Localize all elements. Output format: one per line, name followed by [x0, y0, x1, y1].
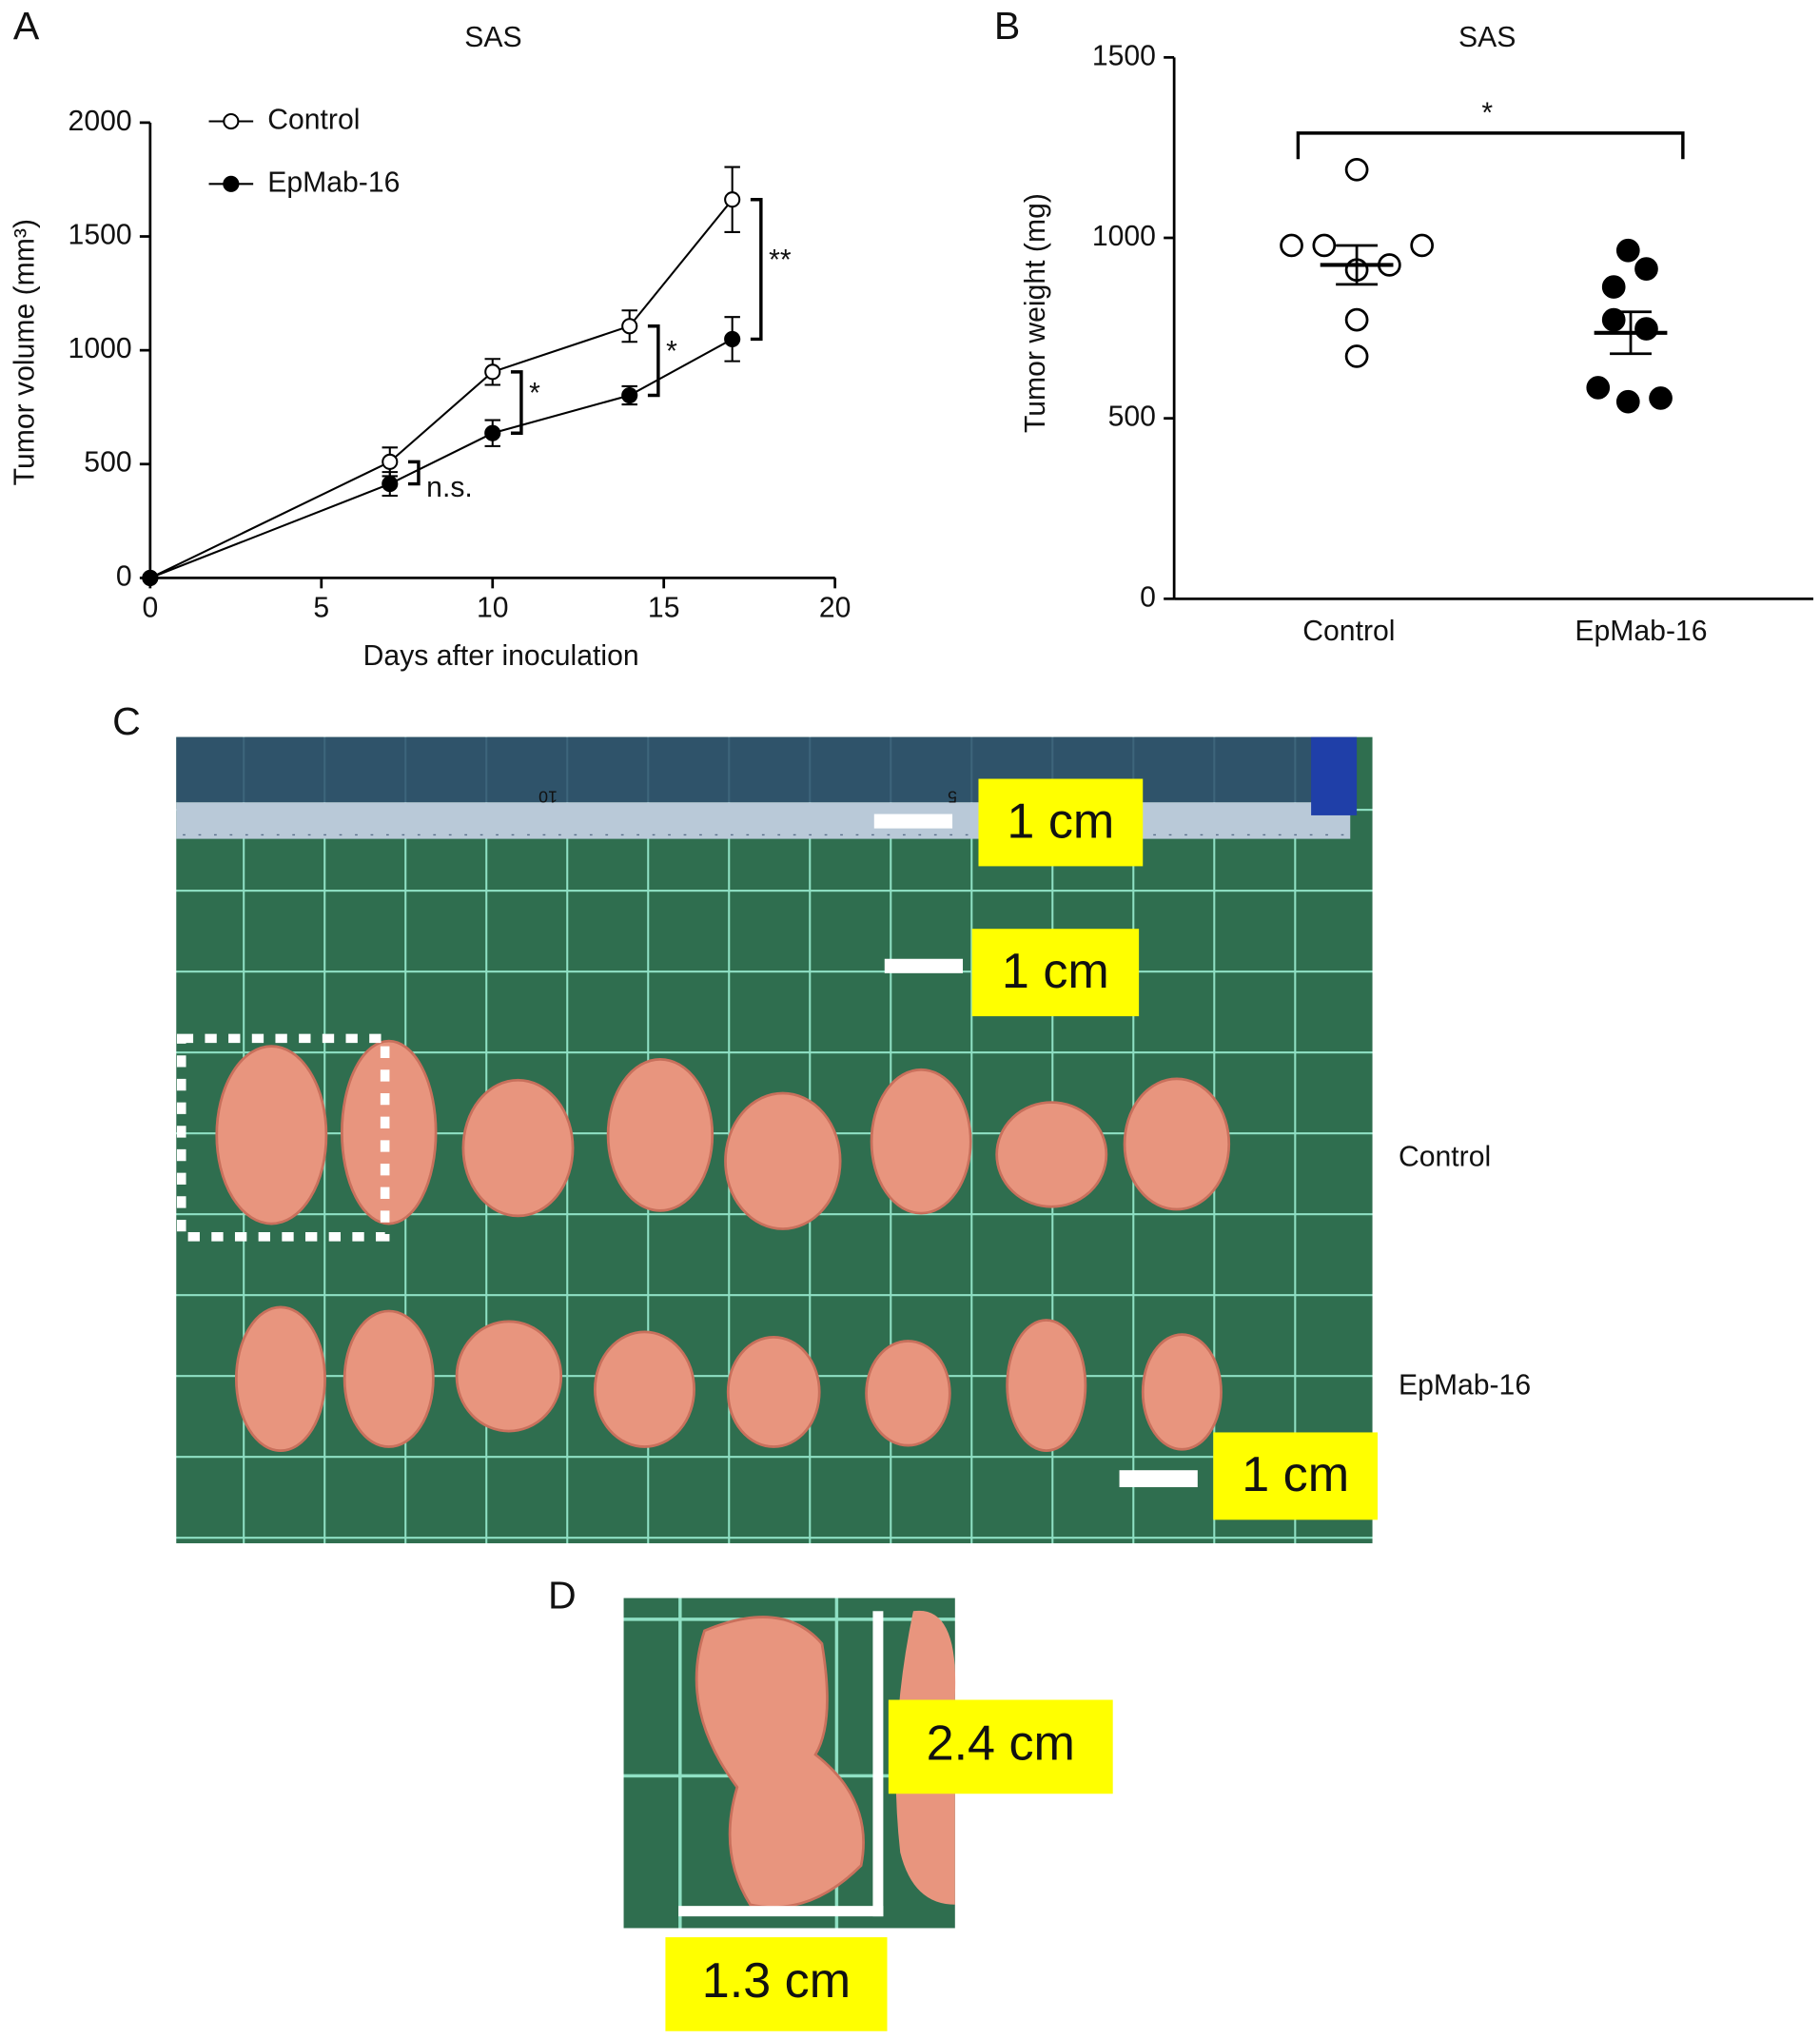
- point: [1615, 389, 1640, 414]
- point: [621, 386, 638, 404]
- annotation: *: [666, 336, 677, 367]
- x-tick-label: 20: [819, 592, 851, 623]
- y-tick-label: 1500: [68, 219, 132, 250]
- point: [724, 330, 741, 347]
- x-tick-label: 10: [477, 592, 509, 623]
- ruler-label: 10: [538, 788, 558, 807]
- legend-label: EpMab-16: [267, 167, 400, 198]
- point: [724, 191, 741, 208]
- ruler-label: 5: [948, 788, 957, 807]
- y-axis-label: Tumor volume (mm³): [10, 219, 41, 485]
- y-axis-label: Tumor weight (mg): [1020, 193, 1051, 433]
- point: [1601, 307, 1626, 332]
- annotation: **: [769, 245, 792, 276]
- legend-marker: [223, 175, 240, 192]
- point: [1634, 317, 1658, 341]
- error-bar: [1336, 244, 1379, 286]
- point: [621, 318, 638, 335]
- panel-label: A: [13, 4, 40, 48]
- point: [1586, 376, 1611, 400]
- y-tick-label: 500: [84, 447, 131, 479]
- point: [1649, 386, 1673, 410]
- size-label: 1.3 cm: [702, 1953, 851, 2009]
- x-tick-label: EpMab-16: [1575, 616, 1707, 647]
- y-tick-label: 2000: [68, 106, 132, 137]
- legend-label: Control: [267, 104, 360, 135]
- point: [1344, 307, 1369, 332]
- point: [1615, 238, 1640, 263]
- point: [382, 476, 399, 493]
- annotation: *: [529, 378, 540, 409]
- series-line: [149, 338, 734, 579]
- series-line: [149, 199, 734, 579]
- panel-label: B: [994, 4, 1020, 48]
- annotation: n.s.: [426, 472, 473, 503]
- annotation: *: [1481, 98, 1493, 129]
- x-tick-label: Control: [1302, 616, 1395, 647]
- scale-label: 1 cm: [1007, 794, 1114, 849]
- point: [1344, 344, 1369, 368]
- scale-label: 1 cm: [1242, 1447, 1349, 1502]
- y-tick-label: 1500: [1092, 40, 1156, 71]
- row-label: Control: [1399, 1141, 1491, 1172]
- point: [1634, 257, 1658, 281]
- y-tick-label: 0: [116, 560, 132, 592]
- point: [142, 569, 159, 586]
- row-label: EpMab-16: [1399, 1369, 1531, 1401]
- y-tick-label: 1000: [1092, 221, 1156, 252]
- significance-bracket: [647, 324, 660, 398]
- panel-label: D: [548, 1573, 577, 1617]
- chart-title: SAS: [1458, 22, 1516, 53]
- x-tick-label: 5: [313, 592, 329, 623]
- point: [1410, 233, 1434, 258]
- point: [1344, 157, 1369, 182]
- point: [1312, 233, 1337, 258]
- y-tick-label: 500: [1108, 402, 1156, 433]
- y-tick-label: 0: [1140, 581, 1156, 613]
- photo-c: [176, 736, 1379, 1543]
- x-tick-label: 0: [142, 592, 158, 623]
- significance-bracket: [510, 370, 523, 435]
- x-tick-label: 15: [648, 592, 680, 623]
- point: [484, 424, 501, 441]
- size-label: 2.4 cm: [927, 1716, 1075, 1772]
- point: [382, 453, 399, 470]
- point: [484, 363, 501, 381]
- error-bar: [1610, 310, 1652, 356]
- y-tick-label: 1000: [68, 333, 132, 364]
- chart-title: SAS: [464, 22, 521, 53]
- significance-bracket: [1296, 131, 1685, 160]
- legend-marker: [223, 112, 240, 130]
- x-axis-label: Days after inoculation: [363, 640, 639, 672]
- point: [1280, 233, 1303, 258]
- scale-label: 1 cm: [1002, 944, 1109, 999]
- panel-label: C: [112, 699, 141, 743]
- significance-bracket: [407, 460, 421, 486]
- significance-bracket: [750, 198, 763, 342]
- photo-d: [623, 1598, 1113, 2031]
- point: [1601, 275, 1626, 299]
